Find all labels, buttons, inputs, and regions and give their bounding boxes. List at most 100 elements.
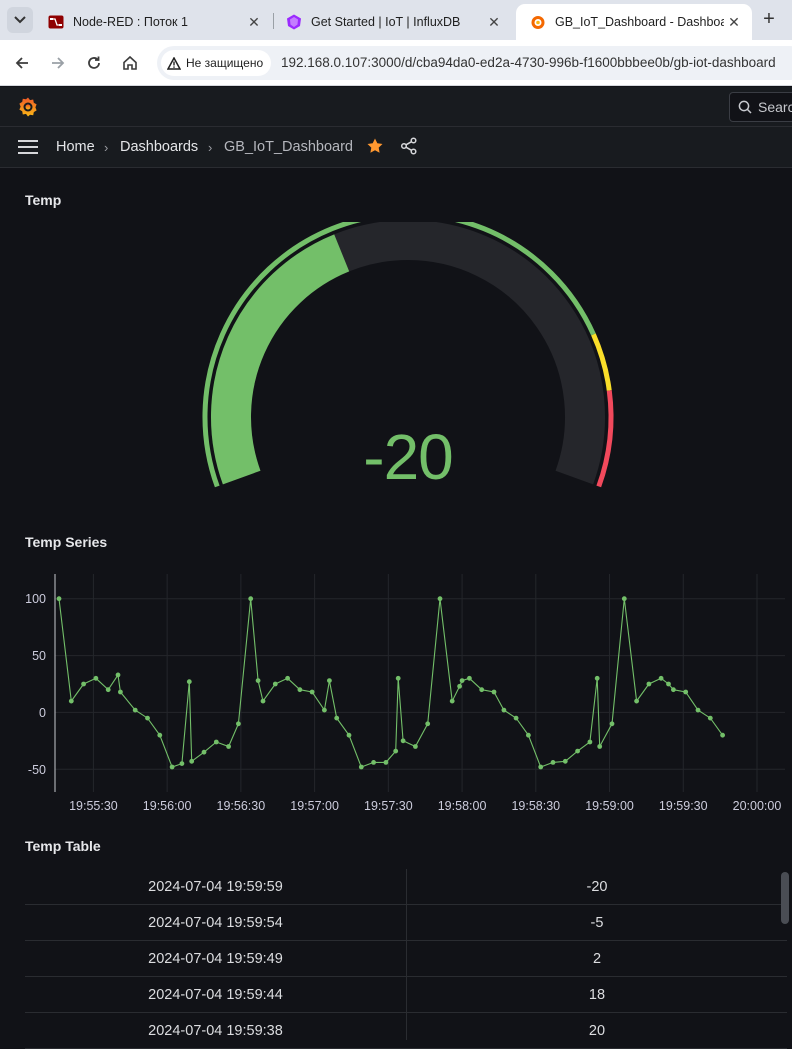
dashboard-canvas bbox=[0, 168, 792, 1040]
data-point bbox=[105, 687, 111, 693]
breadcrumb-home[interactable]: Home bbox=[56, 139, 95, 155]
table-panel-title[interactable]: Temp Table bbox=[25, 838, 101, 854]
breadcrumb-current: GB_IoT_Dashboard bbox=[224, 139, 353, 155]
table-cell-time: 2024-07-04 19:59:38 bbox=[148, 1023, 283, 1039]
tab-title: Get Started | IoT | InfluxDB bbox=[311, 15, 461, 29]
data-point bbox=[562, 758, 568, 764]
data-point bbox=[56, 596, 62, 602]
close-icon[interactable]: ✕ bbox=[488, 13, 500, 30]
y-tick-label: 0 bbox=[39, 706, 46, 720]
data-point bbox=[646, 681, 652, 687]
data-point bbox=[550, 760, 556, 765]
close-icon[interactable]: ✕ bbox=[728, 13, 740, 30]
data-point bbox=[169, 764, 175, 770]
search-icon bbox=[738, 100, 752, 114]
chevron-down-icon bbox=[14, 16, 26, 24]
security-indicator[interactable]: Не защищено bbox=[161, 50, 272, 76]
data-point bbox=[132, 707, 138, 713]
data-point bbox=[297, 687, 303, 693]
x-tick-label: 19:57:00 bbox=[290, 799, 339, 813]
search-label: Search bbox=[758, 99, 792, 115]
data-point bbox=[634, 698, 639, 704]
table-cell-time: 2024-07-04 19:59:59 bbox=[148, 879, 283, 895]
table-cell-time: 2024-07-04 19:59:44 bbox=[148, 987, 283, 1003]
browser-tab-influxdb[interactable]: Get Started | IoT | InfluxDB ✕ bbox=[272, 4, 512, 40]
data-point bbox=[575, 748, 580, 754]
new-tab-button[interactable]: + bbox=[763, 8, 775, 30]
data-point bbox=[186, 679, 192, 685]
browser-tab-node-red[interactable]: Node-RED : Поток 1 ✕ bbox=[34, 4, 272, 40]
grafana-icon bbox=[531, 16, 545, 29]
data-point bbox=[467, 675, 472, 681]
series-line bbox=[58, 598, 724, 768]
home-button[interactable] bbox=[118, 51, 142, 75]
data-point bbox=[157, 732, 163, 738]
forward-button[interactable] bbox=[46, 51, 70, 75]
reload-button[interactable] bbox=[82, 51, 106, 75]
data-point bbox=[201, 749, 207, 755]
arrow-right-icon bbox=[52, 57, 65, 69]
data-point bbox=[179, 761, 185, 766]
data-point bbox=[491, 689, 497, 695]
data-point bbox=[189, 758, 195, 764]
breadcrumb-dashboards[interactable]: Dashboards bbox=[120, 139, 199, 155]
data-point bbox=[213, 739, 219, 745]
close-icon[interactable]: ✕ bbox=[248, 13, 260, 30]
temp-gauge bbox=[202, 222, 614, 488]
data-point bbox=[457, 683, 462, 689]
series-panel-title[interactable]: Temp Series bbox=[25, 534, 108, 550]
star-icon[interactable] bbox=[366, 137, 384, 155]
browser-tab-strip: Node-RED : Поток 1 ✕ Get Started | IoT |… bbox=[0, 0, 792, 40]
search-box[interactable]: Search bbox=[729, 92, 792, 122]
data-point bbox=[272, 681, 278, 687]
x-tick-label: 19:59:30 bbox=[659, 799, 708, 813]
y-tick-label: -50 bbox=[28, 763, 46, 777]
tab-search-button[interactable] bbox=[7, 7, 33, 33]
data-point bbox=[226, 744, 232, 749]
influxdb-icon bbox=[287, 14, 301, 30]
data-point bbox=[707, 715, 713, 721]
table-cell-value: 20 bbox=[588, 1023, 606, 1039]
data-point bbox=[93, 675, 99, 681]
table-cell-value: -5 bbox=[590, 915, 604, 931]
table-cell-time: 2024-07-04 19:59:54 bbox=[148, 915, 283, 931]
data-point bbox=[255, 678, 261, 683]
data-point bbox=[236, 721, 241, 727]
data-point bbox=[621, 596, 627, 602]
data-point bbox=[671, 687, 676, 693]
grafana-logo-icon[interactable] bbox=[17, 96, 39, 118]
tab-title: GB_IoT_Dashboard - Dashboards - Grafana bbox=[555, 15, 724, 29]
gauge-threshold-band-1 bbox=[591, 333, 612, 391]
data-point bbox=[666, 681, 671, 687]
data-point bbox=[683, 689, 689, 695]
gauge-panel-title[interactable]: Temp bbox=[25, 192, 62, 208]
data-point bbox=[327, 678, 332, 683]
url-text: 192.168.0.107:3000/d/cba94da0-ed2a-4730-… bbox=[281, 55, 776, 70]
data-point bbox=[413, 744, 418, 749]
arrow-left-icon bbox=[15, 57, 28, 69]
data-point bbox=[334, 715, 340, 721]
breadcrumb-bar: Home › Dashboards › GB_IoT_Dashboard bbox=[0, 127, 792, 168]
back-button[interactable] bbox=[10, 51, 34, 75]
x-tick-label: 19:57:30 bbox=[364, 799, 413, 813]
tab-separator bbox=[273, 13, 274, 29]
share-icon[interactable] bbox=[400, 137, 418, 155]
data-point bbox=[479, 687, 485, 693]
x-tick-label: 20:00:00 bbox=[733, 799, 782, 813]
data-point bbox=[346, 732, 352, 738]
table-scrollbar[interactable] bbox=[781, 872, 789, 924]
browser-toolbar: Не защищено 192.168.0.107:3000/d/cba94da… bbox=[0, 40, 792, 86]
browser-tab-grafana[interactable]: GB_IoT_Dashboard - Dashboards - Grafana … bbox=[516, 4, 752, 40]
warning-icon bbox=[167, 56, 181, 70]
temp-series-chart[interactable]: 100 50 0 -50 19:55:30 19:56:00 19:56:30 19:57:0… bbox=[0, 570, 792, 822]
y-tick-label: 100 bbox=[25, 592, 46, 606]
address-bar[interactable]: Не защищено 192.168.0.107:3000/d/cba94da… bbox=[157, 46, 792, 80]
data-point bbox=[400, 738, 406, 744]
data-point bbox=[501, 707, 507, 713]
data-point bbox=[383, 760, 389, 765]
data-point bbox=[695, 707, 701, 713]
data-point bbox=[358, 764, 364, 770]
menu-icon[interactable] bbox=[18, 140, 38, 154]
data-point bbox=[145, 715, 150, 721]
data-point bbox=[513, 715, 519, 721]
